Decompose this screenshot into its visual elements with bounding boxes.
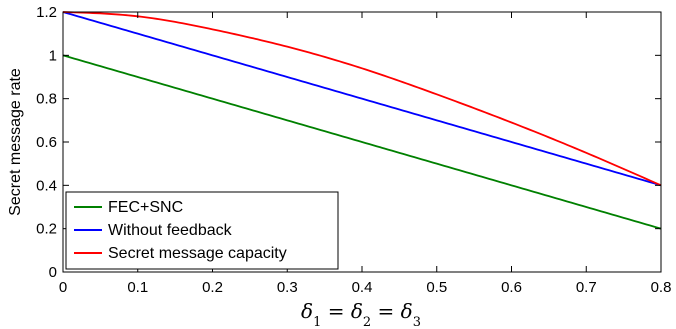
y-tick-label: 1.2	[36, 4, 57, 21]
series-line-3	[62, 11, 662, 187]
series-layer	[62, 11, 662, 230]
legend: FEC+SNC Without feedback Secret message ca…	[65, 191, 339, 270]
series-line-1	[62, 54, 662, 230]
x-tick-label: 0.7	[576, 279, 597, 296]
legend-label-3: Secret message capacity	[108, 245, 287, 262]
legend-box	[65, 191, 339, 270]
series-line-2	[62, 11, 662, 187]
x-tick-label: 0.8	[651, 279, 672, 296]
ticks-layer: 0 0.1 0.2 0.3 0.4 0.5 0.6 0.7 0.8 0 0.2 0.4 0.6 0.8 1 1…	[36, 4, 671, 296]
y-tick-label: 1	[49, 47, 57, 64]
y-tick-label: 0.8	[36, 91, 57, 108]
x-tick-label: 0.4	[352, 279, 373, 296]
legend-label-2: Without feedback	[108, 222, 233, 239]
y-tick-label: 0.2	[36, 221, 57, 238]
x-tick-label: 0.5	[426, 279, 447, 296]
x-axis-label: δ1 = δ2 = δ3	[301, 299, 421, 329]
x-tick-label: 0.2	[202, 279, 223, 296]
y-tick-label: 0	[49, 264, 57, 281]
x-tick-label: 0.6	[501, 279, 522, 296]
x-tick-label: 0	[59, 279, 67, 296]
x-tick-label: 0.1	[127, 279, 148, 296]
y-tick-label: 0.6	[36, 134, 57, 151]
y-tick-label: 0.4	[36, 177, 57, 194]
legend-label-1: FEC+SNC	[108, 199, 183, 216]
x-tick-label: 0.3	[277, 279, 298, 296]
y-axis-label: Secret message rate	[7, 68, 24, 216]
